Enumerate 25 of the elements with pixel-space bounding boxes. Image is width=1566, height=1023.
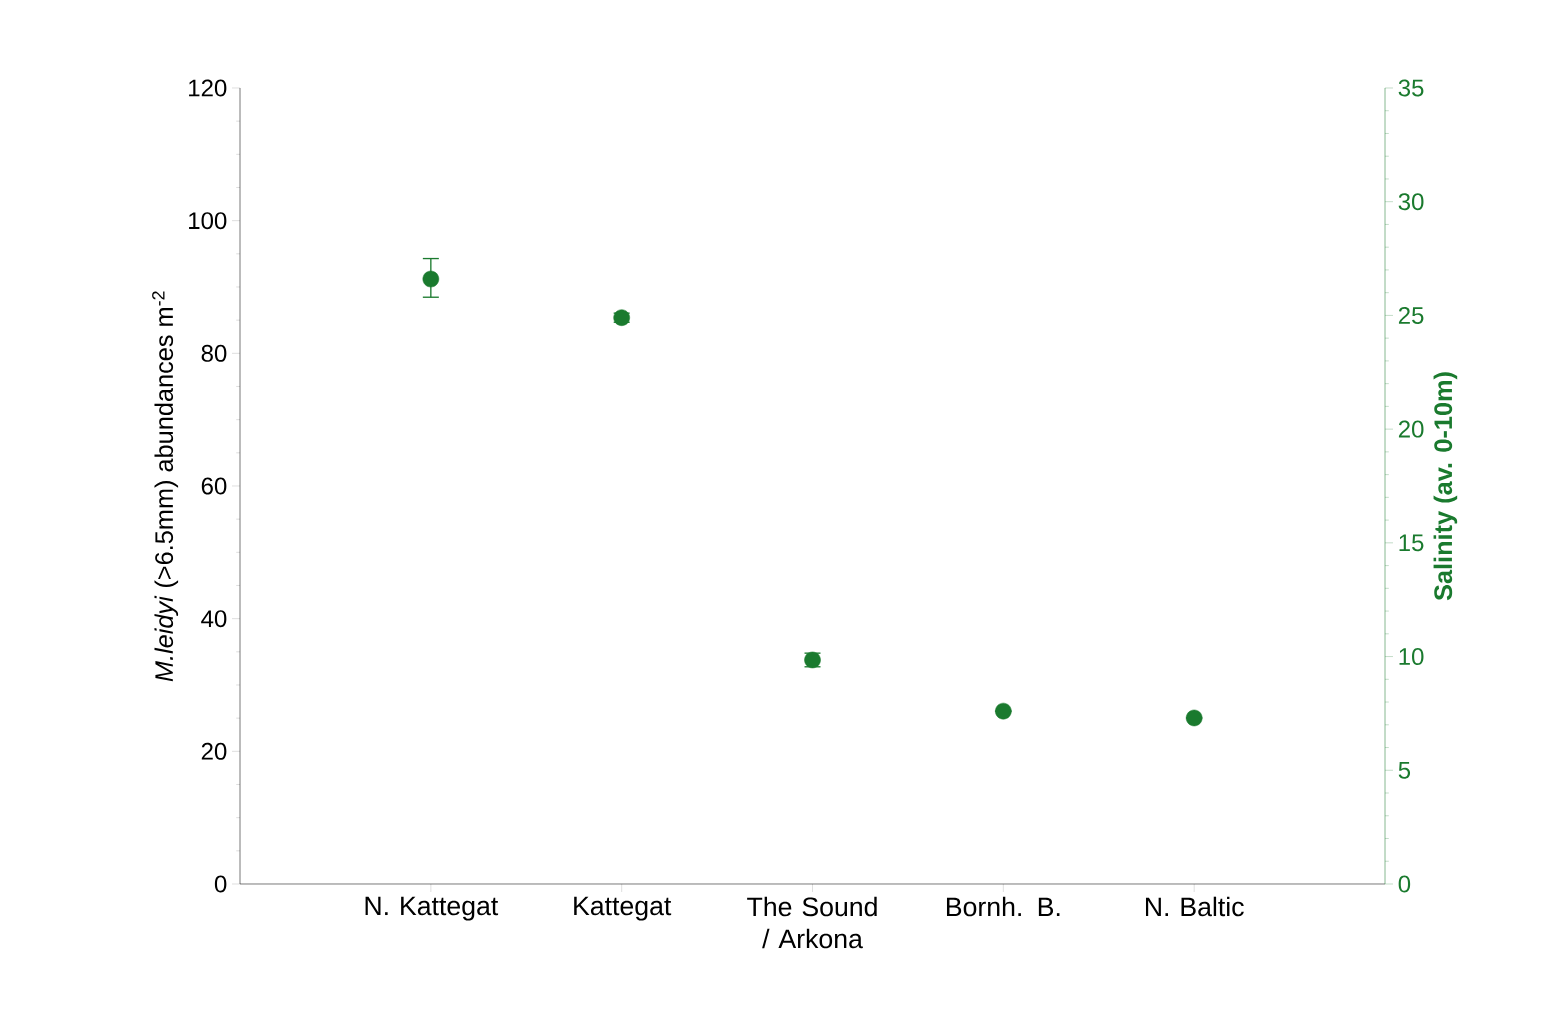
y-tick-label: 80 <box>201 344 227 362</box>
y2-tick-label: 30 <box>1398 193 1424 211</box>
y-axis-title: M.leidyi (>6.5mm) abundances m$^{-2}$ <box>152 291 179 682</box>
x-tick-label: Bornh. B. <box>946 896 1060 917</box>
y2-tick-label: 20 <box>1398 420 1424 438</box>
y-tick-label: 60 <box>201 477 227 495</box>
x-tick-label: N. Kattegat <box>365 896 499 921</box>
y-tick-label: 40 <box>201 610 227 628</box>
point <box>995 702 1012 720</box>
y2-tick-label: 10 <box>1399 648 1424 666</box>
y-tick-label: 0 <box>214 875 227 893</box>
y2-tick-label: 0 <box>1398 875 1411 893</box>
x-tick-label: The Sound / Arkona <box>747 896 877 949</box>
y-tick-label: 120 <box>189 79 227 97</box>
y2-tick-label: 15 <box>1399 534 1424 552</box>
y-tick-label: 20 <box>201 742 227 760</box>
y2-tick-label: 35 <box>1398 79 1424 97</box>
y2-tick-label: 5 <box>1398 761 1411 779</box>
x-tick-label: Kattegat <box>574 896 672 921</box>
point <box>1185 709 1203 727</box>
x-tick-label: N. Baltic <box>1145 896 1244 917</box>
y2-axis-title: Salinity (av. 0-10m) <box>1433 372 1458 601</box>
y-tick-label: 100 <box>189 212 227 230</box>
point <box>422 270 440 288</box>
y2-tick-label: 25 <box>1398 306 1424 324</box>
